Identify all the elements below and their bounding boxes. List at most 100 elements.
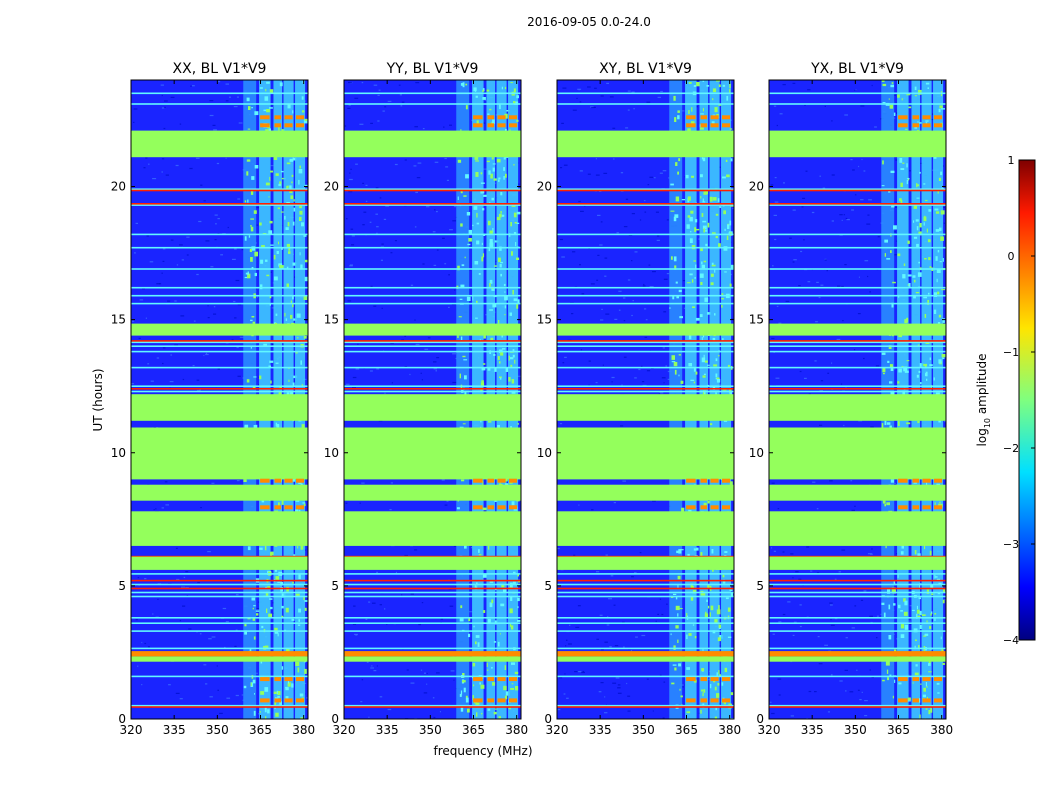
hot-spot — [260, 478, 270, 483]
red-line — [769, 579, 946, 582]
red-line — [769, 189, 946, 192]
flagged-block — [557, 394, 734, 421]
rfi-line — [344, 573, 521, 575]
rfi-line — [131, 390, 308, 393]
rfi-line — [131, 595, 308, 598]
red-line — [769, 587, 946, 590]
rfi-line — [344, 341, 521, 344]
hot-spot — [710, 123, 719, 128]
flagged-block — [344, 511, 521, 546]
rfi-line — [557, 595, 734, 598]
red-line — [131, 587, 308, 590]
hot-spot — [274, 698, 282, 703]
x-axis-label: frequency (MHz) — [433, 744, 532, 758]
hot-spot — [686, 698, 696, 703]
colorbar-tick-label: −1 — [1003, 346, 1019, 359]
figure-title: 2016-09-05 0.0-24.0 — [527, 15, 651, 29]
flagged-block — [769, 394, 946, 421]
hot-spot — [700, 505, 708, 510]
hot-spot — [274, 677, 282, 682]
rfi-line — [131, 103, 308, 105]
rfi-line — [557, 617, 734, 619]
hot-spot — [686, 677, 696, 682]
rfi-line — [557, 246, 734, 249]
rfi-line — [131, 246, 308, 249]
flagged-block — [344, 656, 521, 662]
panel-title: XY, BL V1*V9 — [599, 61, 692, 77]
flagged-block — [769, 323, 946, 336]
flagged-block — [557, 656, 734, 662]
rfi-line — [131, 302, 308, 305]
red-line — [557, 340, 734, 342]
hot-spot — [473, 505, 483, 510]
panel-frame — [130, 79, 309, 720]
hot-spot — [722, 115, 731, 120]
rfi-line — [131, 341, 308, 344]
colorbar-label-suffix: amplitude — [975, 354, 989, 418]
y-tick-label: 10 — [324, 446, 339, 460]
rfi-line — [769, 630, 946, 632]
hot-spot — [710, 115, 719, 120]
rfi-line — [769, 345, 946, 347]
y-tick-label: 0 — [118, 712, 126, 726]
flagged-block — [344, 130, 521, 158]
rfi-line — [344, 268, 521, 270]
rfi-line — [557, 630, 734, 632]
red-line — [344, 706, 521, 708]
rfi-line — [557, 204, 734, 206]
red-line — [769, 340, 946, 342]
panel-title: YX, BL V1*V9 — [810, 61, 904, 77]
y-tick-label: 20 — [537, 180, 552, 194]
hot-spot — [710, 698, 719, 703]
colorbar-gradient — [1018, 159, 1036, 641]
hot-spot — [912, 123, 920, 128]
flagged-block — [131, 484, 308, 501]
flagged-block — [769, 130, 946, 158]
hot-spot — [686, 478, 696, 483]
hot-spot — [722, 478, 731, 483]
rfi-line — [557, 294, 734, 297]
x-tick-label: 350 — [419, 723, 442, 737]
hot-spot — [710, 478, 719, 483]
red-line — [344, 388, 521, 390]
rfi-line — [557, 302, 734, 305]
colorbar-tick-label: −4 — [1003, 634, 1019, 647]
flagged-block — [131, 511, 308, 546]
colorbar: 10−1−2−3−4 log10 amplitude — [975, 154, 1036, 647]
hot-spot — [274, 478, 282, 483]
rfi-line — [131, 385, 308, 387]
rfi-line — [344, 350, 521, 353]
x-tick-label: 335 — [801, 723, 824, 737]
y-tick-label: 15 — [749, 313, 764, 327]
rfi-line — [557, 268, 734, 270]
rfi-line — [769, 204, 946, 206]
rfi-line — [769, 591, 946, 594]
rfi-line — [769, 286, 946, 289]
hot-spot — [274, 505, 282, 510]
hot-spot — [260, 698, 270, 703]
hot-spot — [700, 698, 708, 703]
flagged-block — [557, 484, 734, 501]
red-line — [557, 189, 734, 192]
hot-spot — [473, 677, 483, 682]
flagged-block — [344, 556, 521, 570]
red-line — [557, 579, 734, 582]
rfi-line — [131, 204, 308, 206]
rfi-line — [344, 103, 521, 105]
x-tick-label: 320 — [333, 723, 356, 737]
hot-spot — [260, 505, 270, 510]
x-tick-label: 365 — [887, 723, 910, 737]
colorbar-tick-label: −2 — [1003, 442, 1019, 455]
hot-spot — [700, 123, 708, 128]
heatmap-body — [344, 80, 521, 719]
hot-spot — [722, 505, 731, 510]
rfi-line — [131, 583, 308, 586]
rfi-line — [131, 350, 308, 353]
rfi-line — [769, 366, 946, 369]
flagged-block — [131, 556, 308, 570]
hot-spot — [934, 123, 943, 128]
rfi-line — [344, 385, 521, 387]
panel-xy: XY, BL V1*V9 320 335 350 365 380 0 5 10 15 20 — [537, 61, 741, 737]
x-tick-label: 380 — [292, 723, 315, 737]
hot-spot — [722, 698, 731, 703]
